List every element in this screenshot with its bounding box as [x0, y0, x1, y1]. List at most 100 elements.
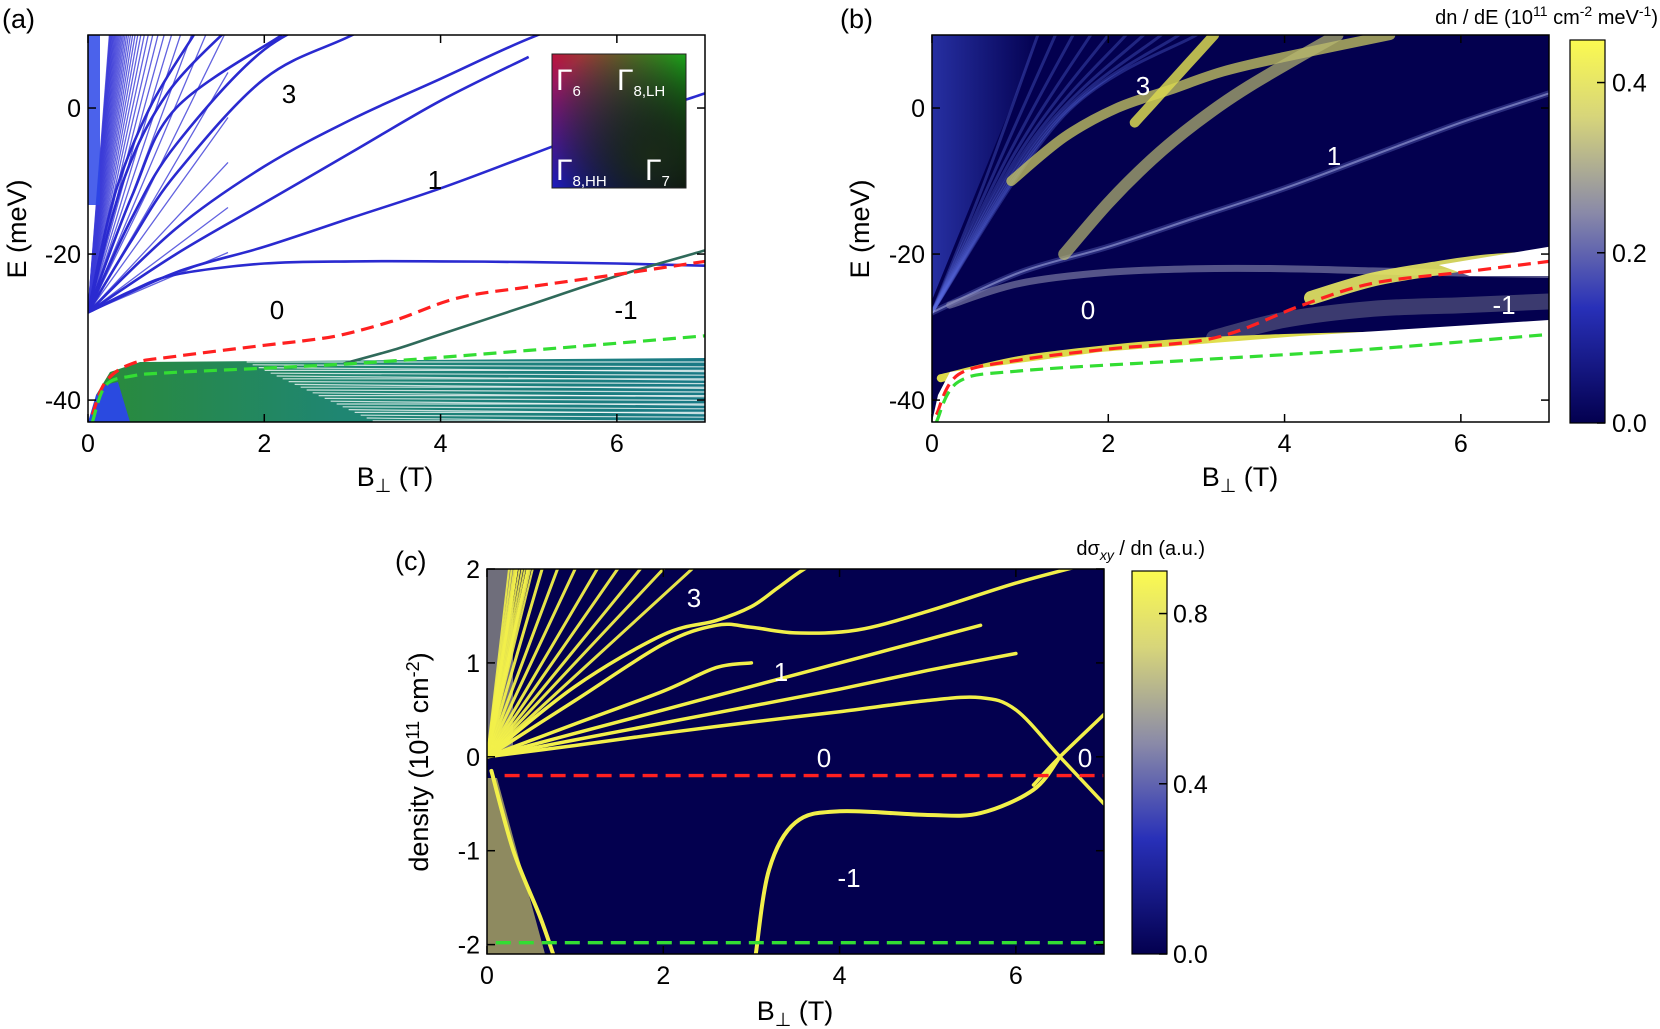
landau-level-line	[88, 55, 530, 314]
band-stripe	[342, 406, 705, 410]
fan-level-line	[88, 35, 122, 313]
fan-level-line	[88, 35, 139, 313]
hall-level-line	[489, 768, 556, 954]
dos-level-band	[1129, 35, 1220, 128]
fan-level-line	[88, 35, 115, 313]
panel-b-white-region	[932, 320, 1549, 422]
dos-level-band	[932, 92, 1549, 314]
panel-b-colorbar-ticks: 0.0 0.2 0.4	[1597, 70, 1647, 438]
x-tick-label: 4	[434, 430, 448, 458]
panel-a-annotation-minus1: -1	[614, 295, 637, 325]
panel-a-label: (a)	[2, 4, 35, 34]
fan-level-line	[88, 35, 145, 313]
panel-b-fan-glow	[932, 35, 1040, 300]
panel-c-content	[487, 569, 1104, 954]
dos-level-band	[932, 35, 1128, 314]
panel-c-colorbar-title: dσxy / dn (a.u.)	[1076, 538, 1205, 563]
y-tick-label: 0	[466, 744, 480, 772]
band-stripe	[324, 397, 705, 401]
y-tick-label: 1	[466, 650, 480, 678]
hall-level-line	[487, 569, 577, 759]
fan-level-line	[88, 35, 132, 313]
panel-c-plot-area	[487, 569, 1104, 954]
panel-a-frame	[87, 34, 706, 423]
x-tick-label: 0	[480, 962, 494, 990]
landau-level-line	[88, 35, 542, 314]
dos-level-band	[932, 35, 1075, 314]
panel-a-red-dashed-line	[90, 259, 705, 416]
fan-level-line	[88, 117, 229, 313]
fan-level-line	[88, 35, 136, 313]
landau-level-line	[88, 35, 356, 314]
panel-a-annotation-3: 3	[282, 79, 296, 109]
hall-level-line	[487, 569, 1076, 759]
panel-c-colorbar	[1131, 570, 1168, 955]
dos-level-band	[932, 35, 1057, 314]
fan-dense-edge	[88, 35, 100, 205]
dos-level-band	[946, 264, 1549, 309]
fan-level-line	[88, 35, 116, 313]
colorbar-tick-label: 0.0	[1612, 410, 1647, 438]
landau-level-line	[88, 35, 290, 314]
x-tick-label: 6	[610, 430, 624, 458]
panel-a-levels	[88, 35, 705, 365]
panel-b-red-dashed-line	[934, 259, 1549, 416]
panel-c-axes: 0 2 4 6 2 1 0 -1 -2	[458, 556, 1104, 990]
colorbar-tick-label: 0.0	[1173, 941, 1208, 969]
panel-a-ylabel: E (meV)	[2, 179, 32, 278]
panel-b-label: (b)	[840, 4, 873, 34]
panel-b: (b) 0 2 4 60-20-40 3 1 0 -1 E (meV) B⊥ (T) …	[840, 3, 1658, 497]
fan-level-line	[88, 35, 128, 313]
band-stripe	[270, 372, 705, 376]
panel-b-content	[932, 35, 1549, 422]
dos-level-band	[932, 35, 1093, 314]
panel-b-levels	[932, 35, 1549, 383]
fan-level-line	[88, 35, 165, 313]
x-tick-label: 6	[1009, 962, 1023, 990]
x-tick-label: 2	[257, 430, 271, 458]
panel-c-annotation-1: 1	[774, 657, 788, 687]
dos-level-band	[932, 35, 1163, 314]
fan-level-line	[88, 35, 154, 313]
panel-a-annotation-0: 0	[270, 295, 284, 325]
panel-c-levels	[487, 569, 1104, 954]
landau-level-line	[88, 35, 224, 313]
x-tick-label: 6	[1454, 430, 1468, 458]
hall-level-line	[487, 569, 534, 758]
x-tick-label: 0	[81, 430, 95, 458]
dos-level-band	[932, 35, 1198, 314]
fan-level-line	[88, 35, 126, 313]
panel-b-colorbar-title: dn / dE (1011 cm-2 meV-1)	[1435, 3, 1658, 29]
hall-level-line	[487, 623, 983, 759]
panel-c-label: (c)	[395, 546, 426, 576]
fan-level-line	[88, 162, 229, 313]
panel-c-annotation-minus1: -1	[837, 863, 860, 893]
colorbar-tick-label: 0.8	[1173, 601, 1208, 629]
panel-b-annotation-minus1: -1	[1492, 290, 1515, 320]
landau-level-line	[88, 35, 283, 313]
fan-level-line	[88, 35, 207, 313]
panel-a-xlabel: B⊥ (T)	[357, 462, 434, 497]
panel-b-axes: 0 2 4 6 0 -20 -40	[889, 35, 1549, 458]
dos-level-band	[1058, 35, 1344, 261]
y-tick-label: 0	[67, 95, 81, 123]
y-tick-label: -20	[889, 241, 925, 269]
panel-c-lower-fan	[487, 778, 545, 954]
fan-level-line	[88, 35, 120, 313]
fan-level-line	[88, 35, 114, 313]
legend-gamma8-lh: Γ8,LH	[617, 64, 665, 100]
hall-level-line	[753, 754, 1062, 954]
colorbar-tick-label: 0.2	[1612, 240, 1647, 268]
dos-level-band	[1206, 293, 1549, 346]
fan-level-line	[88, 35, 121, 313]
dos-level-band	[932, 35, 1040, 314]
fan-level-line	[88, 206, 229, 313]
band-stripe	[306, 389, 705, 393]
x-tick-label: 0	[925, 430, 939, 458]
landau-level-line	[88, 35, 195, 313]
y-tick-label: -40	[889, 387, 925, 415]
landau-level-line	[88, 259, 705, 314]
colorbar-tick-label: 0.4	[1173, 771, 1208, 799]
band-stripe	[360, 414, 705, 418]
